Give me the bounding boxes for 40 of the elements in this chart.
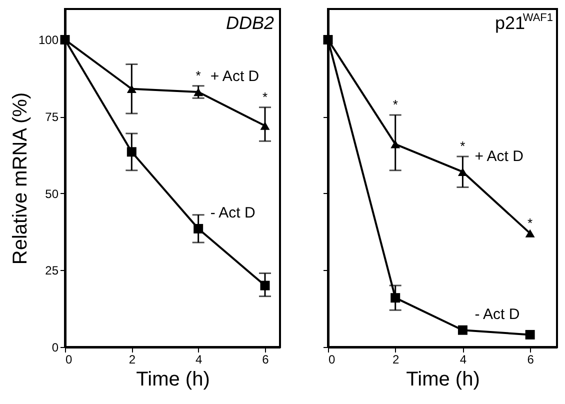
annotation: * [262,89,268,104]
point [525,229,535,238]
point [126,147,136,157]
point [260,280,270,290]
x-tick-label: 2 [392,352,400,366]
x-tick-label: 6 [527,352,534,366]
series-label: + Act D [210,68,260,85]
x-tick-label: 4 [460,352,467,366]
series-label: - Act D [210,204,256,222]
x-tick-label: 0 [66,352,72,366]
x-tick-label: 2 [128,352,136,366]
annotation: * [392,97,398,112]
x-tick-label: 6 [262,352,270,366]
point [525,330,535,340]
x-tick-label: 4 [195,352,202,366]
point [194,224,204,234]
x-tick-label: 0 [328,352,336,366]
y-tick-label: 75 [45,110,59,124]
point [458,325,468,335]
annotation: * [528,215,533,230]
point [323,34,333,44]
y-tick-label: 100 [38,33,59,48]
point [126,84,136,93]
x-axis-title: Time (h) [136,368,210,390]
point [458,168,468,176]
series-label: - Act D [474,306,520,324]
point [60,34,70,44]
point [390,293,400,303]
y-tick-label: 50 [45,186,59,201]
x-axis-title: Time (h) [406,368,480,390]
annotation: * [196,68,201,83]
point [194,88,204,96]
point [260,122,270,130]
y-tick-label: 0 [52,340,59,354]
series-label: + Act D [474,148,524,165]
y-axis-title: Relative mRNA (%) [9,92,32,265]
annotation: * [460,138,466,154]
y-tick-label: 25 [45,264,59,278]
chart-title: DDB2 [226,13,274,33]
point [390,140,400,148]
